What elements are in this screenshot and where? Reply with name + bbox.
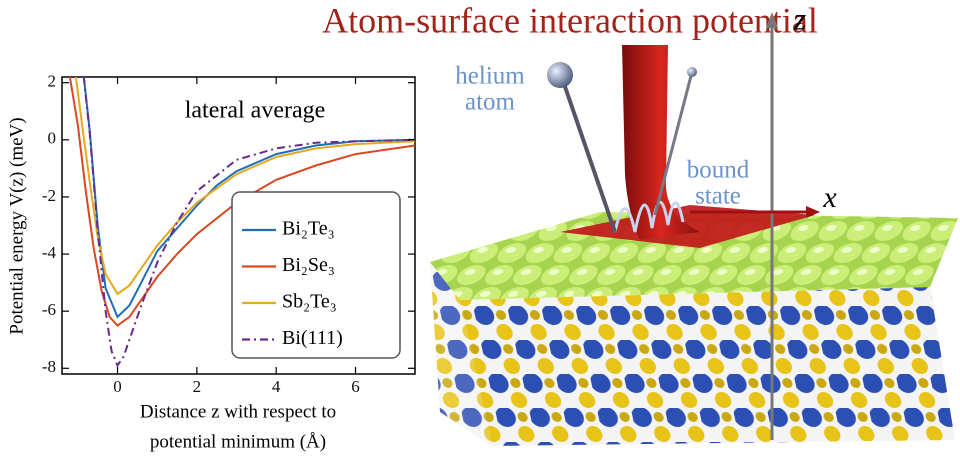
surface-illustration: helium atom bound state x z <box>430 0 958 446</box>
x-tick-label: 4 <box>272 377 281 396</box>
potential-wall <box>622 45 700 240</box>
state-label: bound <box>687 157 750 184</box>
atom-label: helium <box>455 63 525 90</box>
plot <box>68 77 415 368</box>
x-tick-label: 6 <box>351 377 360 396</box>
legend-label: Bi₂Se₃ <box>282 254 335 276</box>
y-axis-label: Potential energy V(z) (meV) <box>6 117 27 334</box>
state-label: state <box>695 183 741 210</box>
y-tick-label: -4 <box>42 243 57 262</box>
y-tick-label: 0 <box>48 129 57 148</box>
legend-box <box>231 191 401 359</box>
z-arrow <box>766 12 778 28</box>
atom-stick <box>560 77 617 233</box>
slab-side <box>430 262 492 446</box>
x-axis-label: potential minimum (Å) <box>150 431 326 452</box>
legend-label: Bi₂Te₃ <box>282 218 335 240</box>
bound-state-wave <box>613 200 685 233</box>
legend-label: Sb₂Te₃ <box>282 291 337 313</box>
x-axis-label: x <box>822 181 837 214</box>
x-tick-label: 0 <box>113 377 122 396</box>
series-line <box>82 77 415 368</box>
x-tick-label: 2 <box>193 377 202 396</box>
atom-label: atom <box>465 89 516 116</box>
atom-stick <box>653 71 694 216</box>
x-axis-label: Distance z with respect to <box>140 401 336 422</box>
slab-top <box>430 212 958 300</box>
slab-front <box>460 287 955 446</box>
series-line <box>74 77 415 296</box>
series-line <box>68 77 415 327</box>
legend-label: Bi(111) <box>282 327 343 349</box>
z-axis-label: z <box>793 0 807 36</box>
y-tick-label: -8 <box>42 357 56 376</box>
figure-title: Atom-surface interaction potential <box>322 0 818 40</box>
annotation: lateral average <box>185 98 326 124</box>
helium-atom <box>687 67 697 77</box>
helium-atom <box>547 62 573 88</box>
plot-frame <box>61 76 416 375</box>
y-tick-label: -6 <box>42 300 56 319</box>
y-tick-label: 2 <box>48 72 57 91</box>
y-tick-label: -2 <box>42 186 56 205</box>
x-arrow <box>806 206 820 218</box>
